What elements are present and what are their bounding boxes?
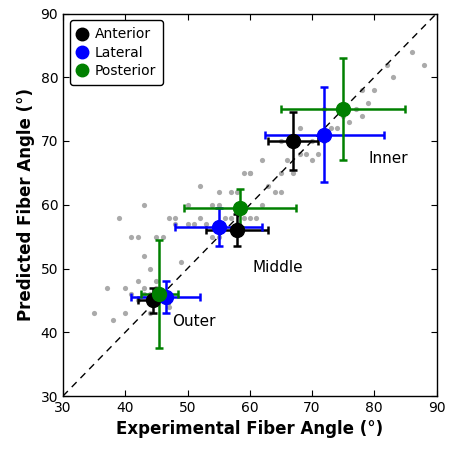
Point <box>327 125 334 132</box>
Point <box>371 86 378 94</box>
Point <box>128 290 135 297</box>
Point <box>178 258 185 265</box>
Point <box>346 118 353 126</box>
Point <box>153 278 160 285</box>
Point <box>147 297 154 304</box>
Point <box>234 189 241 196</box>
Point <box>408 48 415 55</box>
Point <box>184 220 191 228</box>
Point <box>259 157 266 164</box>
X-axis label: Experimental Fiber Angle (°): Experimental Fiber Angle (°) <box>116 420 383 438</box>
Point <box>165 303 172 310</box>
Point <box>140 201 148 208</box>
Point <box>302 150 310 158</box>
Point <box>128 233 135 240</box>
Point <box>259 201 266 208</box>
Point <box>147 265 154 272</box>
Point <box>383 61 390 68</box>
Point <box>277 137 284 144</box>
Point <box>290 169 297 176</box>
Point <box>215 189 222 196</box>
Point <box>277 189 284 196</box>
Point <box>209 201 216 208</box>
Point <box>234 201 241 208</box>
Point <box>227 214 235 221</box>
Point <box>333 125 341 132</box>
Point <box>159 233 166 240</box>
Point <box>190 220 197 228</box>
Point <box>308 137 315 144</box>
Point <box>296 125 303 132</box>
Point <box>315 150 322 158</box>
Point <box>246 169 253 176</box>
Point <box>277 169 284 176</box>
Text: Outer: Outer <box>172 314 216 329</box>
Point <box>165 214 172 221</box>
Point <box>134 297 141 304</box>
Point <box>227 189 235 196</box>
Point <box>171 220 179 228</box>
Text: Middle: Middle <box>253 260 303 274</box>
Point <box>240 169 247 176</box>
Point <box>420 61 427 68</box>
Point <box>284 157 291 164</box>
Point <box>90 310 98 317</box>
Point <box>265 182 272 189</box>
Y-axis label: Predicted Fiber Angle (°): Predicted Fiber Angle (°) <box>17 88 35 321</box>
Point <box>234 220 241 228</box>
Point <box>109 316 117 323</box>
Point <box>147 290 154 297</box>
Point <box>308 157 315 164</box>
Legend: Anterior, Lateral, Posterior: Anterior, Lateral, Posterior <box>70 20 163 85</box>
Point <box>209 233 216 240</box>
Point <box>140 290 148 297</box>
Point <box>103 284 110 291</box>
Point <box>196 182 203 189</box>
Point <box>252 214 260 221</box>
Point <box>122 310 129 317</box>
Point <box>321 137 328 144</box>
Point <box>364 99 372 106</box>
Point <box>171 214 179 221</box>
Point <box>147 310 154 317</box>
Point <box>122 284 129 291</box>
Text: Inner: Inner <box>368 151 408 166</box>
Point <box>115 214 122 221</box>
Point <box>184 201 191 208</box>
Point <box>215 233 222 240</box>
Point <box>202 220 210 228</box>
Point <box>196 214 203 221</box>
Point <box>321 106 328 113</box>
Point <box>246 169 253 176</box>
Point <box>134 233 141 240</box>
Point <box>159 290 166 297</box>
Point <box>140 284 148 291</box>
Point <box>296 150 303 158</box>
Point <box>271 189 278 196</box>
Point <box>352 106 359 113</box>
Point <box>221 214 229 221</box>
Point <box>339 112 346 119</box>
Point <box>134 278 141 285</box>
Point <box>389 74 396 81</box>
Point <box>215 201 222 208</box>
Point <box>339 106 346 113</box>
Point <box>358 86 365 94</box>
Point <box>240 214 247 221</box>
Point <box>140 252 148 259</box>
Point <box>246 214 253 221</box>
Point <box>358 112 365 119</box>
Point <box>153 284 160 291</box>
Point <box>153 233 160 240</box>
